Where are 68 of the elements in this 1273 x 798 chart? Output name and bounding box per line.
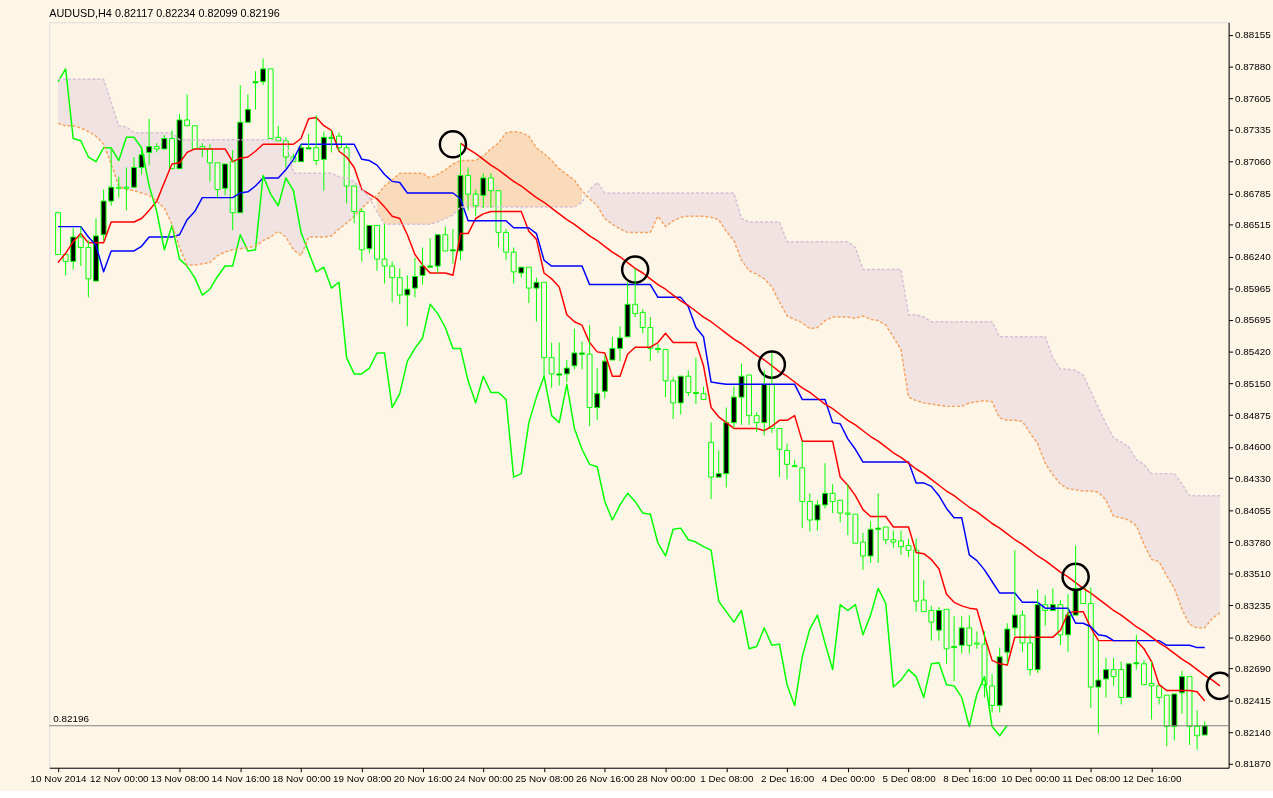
x-tick-label: 14 Nov 16:00 [211, 773, 271, 785]
y-tick-label: 0.84600 [1235, 441, 1272, 453]
x-tick-label: 26 Nov 16:00 [575, 773, 636, 785]
y-tick-label: 0.85695 [1235, 314, 1272, 326]
candlestick [146, 118, 153, 166]
y-tick-label: 0.83510 [1235, 567, 1272, 579]
candlestick [609, 336, 616, 361]
candlestick [55, 212, 61, 255]
x-tick-label: 18 Nov 00:00 [272, 773, 332, 785]
y-tick-label: 0.86515 [1235, 219, 1272, 231]
candlestick [784, 442, 790, 480]
candlestick [617, 325, 623, 362]
candlestick [708, 422, 715, 500]
x-tick-label: 8 Dec 16:00 [943, 773, 997, 785]
candlestick [989, 673, 996, 714]
x-tick-label: 5 Dec 08:00 [882, 773, 937, 785]
y-tick-label: 0.84055 [1235, 504, 1272, 516]
x-tick-label: 19 Nov 08:00 [332, 773, 393, 785]
x-tick-label: 25 Nov 08:00 [515, 773, 575, 785]
point [757, 350, 787, 379]
candlestick [791, 459, 798, 468]
y-tick-label: 0.84330 [1235, 472, 1272, 484]
y-tick-label: 0.82140 [1235, 726, 1272, 738]
y-tick-label: 0.85965 [1235, 283, 1272, 295]
x-tick-label: 12 Dec 16:00 [1122, 773, 1182, 785]
x-tick-label: 1 Dec 08:00 [700, 773, 754, 785]
x-tick-label: 12 Nov 00:00 [89, 773, 150, 785]
y-tick-label: 0.82960 [1235, 631, 1272, 643]
point [620, 255, 650, 284]
x-tick-label: 2 Dec 16:00 [760, 773, 815, 785]
candlestick [1201, 720, 1208, 736]
y-tick-label: 0.86785 [1235, 188, 1272, 200]
y-tick-label: 0.81870 [1235, 758, 1272, 770]
point [438, 130, 468, 159]
chart-title: AUDUSD,H4 0.82117 0.82234 0.82099 0.82196 [49, 7, 280, 20]
x-tick-label: 10 Nov 2014 [30, 773, 87, 785]
candlestick [449, 228, 456, 265]
candlestick [601, 354, 608, 399]
line-series [459, 142, 1221, 687]
y-tick-label: 0.86240 [1235, 251, 1272, 263]
y-tick-label: 0.82415 [1235, 694, 1272, 706]
y-tick-label: 0.83780 [1235, 536, 1272, 548]
y-tick-label: 0.82690 [1235, 662, 1272, 674]
y-tick-label: 0.87060 [1235, 156, 1272, 168]
y-tick-label: 0.88155 [1235, 29, 1272, 41]
candlestick [996, 647, 1003, 714]
candlestick [563, 359, 570, 383]
x-tick-label: 13 Nov 08:00 [150, 773, 210, 785]
y-tick-label: 0.83235 [1235, 599, 1272, 611]
x-tick-label: 10 Dec 00:00 [1001, 773, 1061, 785]
candlestick [244, 93, 251, 123]
x-tick-label: 20 Nov 16:00 [393, 773, 453, 785]
x-tick-label: 28 Nov 00:00 [636, 773, 696, 785]
y-tick-label: 0.87880 [1235, 61, 1272, 73]
ref-line-label: 0.82196 [53, 712, 90, 724]
y-tick-label: 0.87605 [1235, 92, 1272, 104]
y-tick-label: 0.85150 [1235, 377, 1272, 389]
candlestick [411, 257, 418, 298]
y-tick-label: 0.87335 [1235, 124, 1272, 136]
y-tick-label: 0.85420 [1235, 346, 1272, 358]
x-tick-label: 4 Dec 00:00 [821, 773, 876, 785]
line-series [57, 78, 1221, 497]
y-tick-label: 0.84875 [1235, 409, 1272, 421]
x-tick-label: 11 Dec 08:00 [1062, 773, 1121, 785]
point [1061, 562, 1090, 592]
candlestick [799, 440, 806, 529]
candlestick [1004, 622, 1011, 665]
x-tick-label: 24 Nov 00:00 [454, 773, 514, 785]
